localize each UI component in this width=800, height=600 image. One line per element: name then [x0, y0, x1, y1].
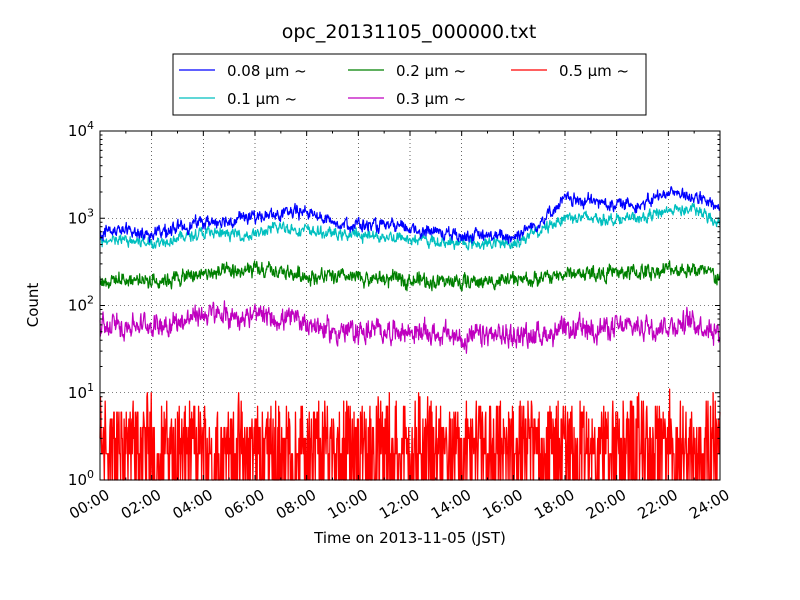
legend-item: 0.08 μm ~	[179, 62, 307, 80]
y-axis-label: Count	[24, 283, 42, 328]
x-tick-label: 16:00	[479, 486, 525, 523]
x-tick-label: 18:00	[531, 486, 577, 523]
x-tick-label: 24:00	[686, 486, 732, 523]
series-layer	[99, 186, 721, 481]
series-line	[99, 186, 721, 244]
series-line	[99, 202, 721, 251]
y-tick-label: 103	[68, 206, 94, 227]
legend-box	[172, 53, 647, 116]
y-tick-label: 101	[68, 381, 94, 402]
x-tick-label: 06:00	[221, 486, 267, 523]
legend-label: 0.2 μm ~	[396, 62, 466, 80]
x-tick-label: 02:00	[118, 486, 164, 523]
series-line	[99, 388, 721, 481]
y-tick-label: 104	[68, 119, 94, 140]
y-axis: 100 101 102 103 104	[68, 119, 720, 489]
chart-title: opc_20131105_000000.txt	[282, 21, 537, 43]
legend-label: 0.1 μm ~	[227, 90, 297, 108]
legend-label: 0.3 μm ~	[396, 90, 466, 108]
x-tick-label: 12:00	[376, 486, 422, 523]
legend-item: 0.1 μm ~	[179, 90, 297, 108]
x-tick-label: 14:00	[428, 486, 474, 523]
y-tick-label: 102	[68, 294, 94, 315]
x-tick-label: 00:00	[66, 486, 112, 523]
x-tick-label: 10:00	[324, 486, 370, 523]
x-tick-label: 04:00	[169, 486, 215, 523]
legend-item: 0.5 μm ~	[511, 62, 629, 80]
legend-label: 0.08 μm ~	[227, 62, 307, 80]
x-axis-label: Time on 2013-11-05 (JST)	[313, 529, 506, 547]
legend-item: 0.3 μm ~	[348, 90, 466, 108]
legend: 0.08 μm ~ 0.1 μm ~ 0.2 μm ~ 0.3 μm ~ 0.5 μm …	[172, 53, 647, 116]
legend-item: 0.2 μm ~	[348, 62, 466, 80]
x-tick-label: 08:00	[273, 486, 319, 523]
x-tick-label: 22:00	[634, 486, 680, 523]
legend-label: 0.5 μm ~	[559, 62, 629, 80]
series-line	[99, 300, 721, 354]
series-line	[99, 260, 721, 292]
y-tick-label: 100	[68, 468, 94, 489]
x-tick-label: 20:00	[583, 486, 629, 523]
